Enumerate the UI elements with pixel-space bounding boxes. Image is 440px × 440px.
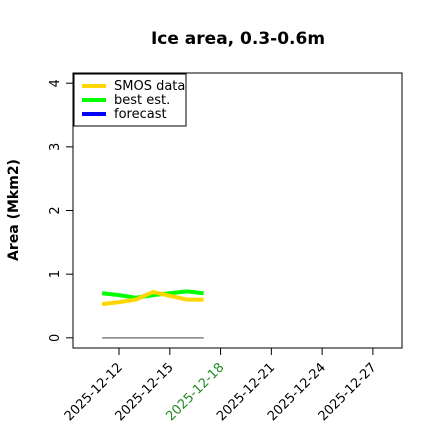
y-tick-label: 3 <box>48 143 63 151</box>
y-tick-label: 1 <box>48 270 63 278</box>
series-line <box>101 289 204 300</box>
series-line <box>101 289 204 307</box>
legend-label: best est. <box>114 93 170 108</box>
y-tick-label: 4 <box>48 79 63 87</box>
y-tick-label: 2 <box>48 206 63 214</box>
legend-label: SMOS data <box>114 79 185 94</box>
y-axis-label: Area (Mkm2) <box>6 159 22 261</box>
y-tick-label: 0 <box>48 334 63 342</box>
chart-title: Ice area, 0.3-0.6m <box>151 29 325 49</box>
legend-label: forecast <box>114 107 167 122</box>
